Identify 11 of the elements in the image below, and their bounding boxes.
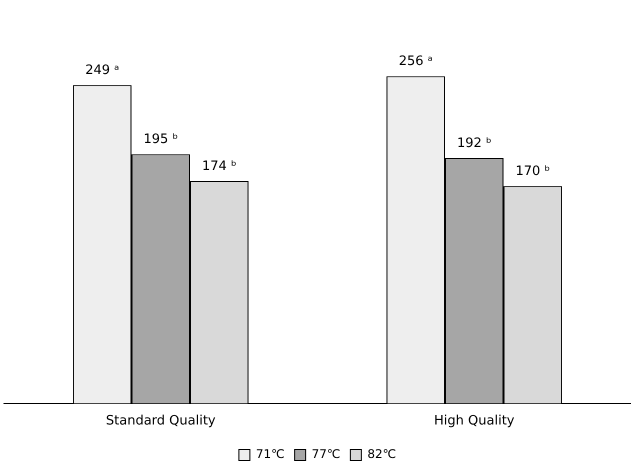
legend-label: 71℃ [256, 447, 285, 462]
data-label: 249 ᵃ [85, 63, 120, 78]
data-label: 170 ᵇ [516, 164, 550, 180]
data-label: 174 ᵇ [202, 158, 237, 174]
x-tick-label: High Quality [434, 414, 515, 429]
x-tick-label: Standard Quality [106, 414, 216, 429]
data-label: 195 ᵇ [143, 132, 178, 148]
data-label: 256 ᵃ [398, 54, 433, 70]
data-label: 192 ᵇ [456, 136, 492, 151]
legend-label: 82℃ [367, 447, 396, 462]
legend-label: 77℃ [312, 447, 340, 462]
